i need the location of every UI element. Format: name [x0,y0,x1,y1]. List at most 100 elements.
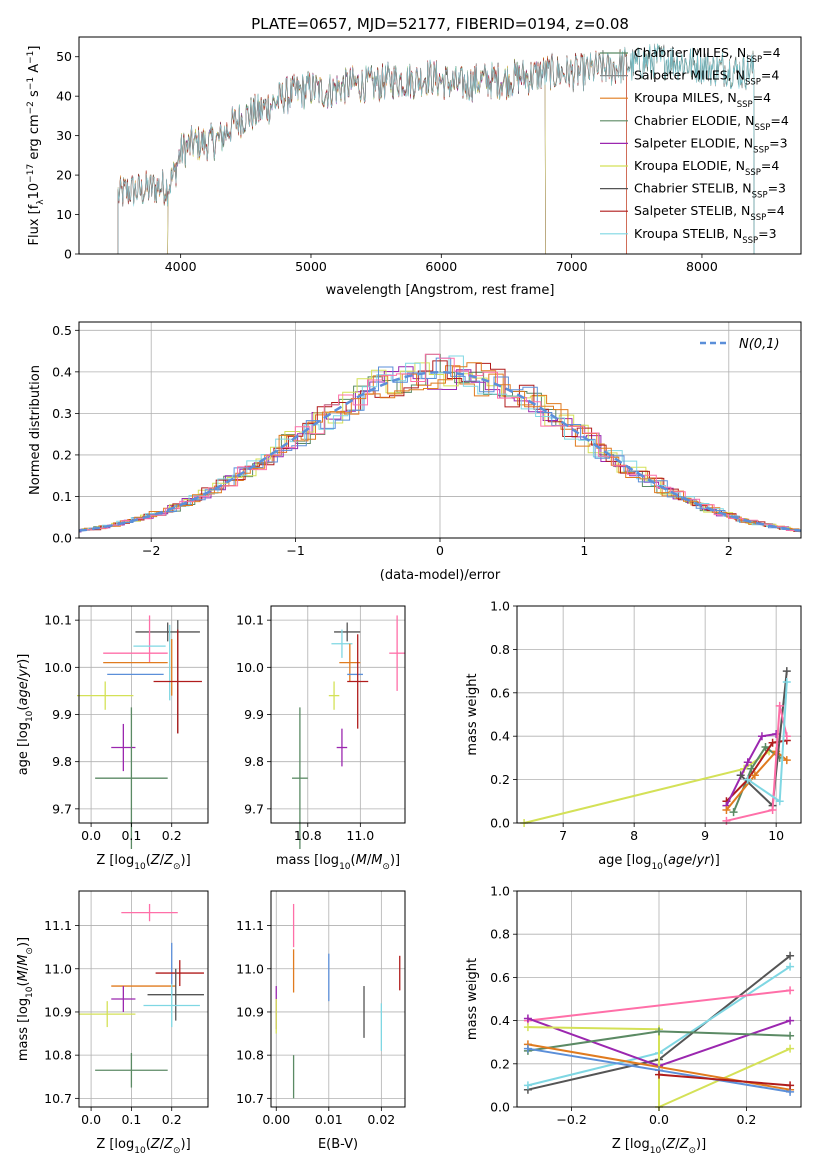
y-tick-label: 0.0 [490,816,510,831]
label-part: −1 [26,77,36,90]
label-part: / [367,853,372,868]
y-tick-label: 10.7 [236,1091,264,1106]
x-axis-label: (data-model)/error [380,568,501,583]
weight-point-marker [757,732,766,741]
x-tick-label: 8 [630,828,638,843]
weight-point-marker [782,667,791,676]
legend-entry: Chabrier MILES, NSSP=4 [634,45,781,65]
error-bar-point [336,728,348,767]
weight-series-line [658,1073,791,1087]
legend-end: =4 [761,68,779,83]
label-part: −1 [26,51,36,64]
y-tick-label: 9.7 [244,801,264,816]
label-part: 10 [650,1146,662,1156]
x-axis-label: Z [log10(Z/Z⊙)] [96,1137,190,1156]
label-part: Z [665,1137,676,1152]
weight-point-marker [761,743,770,752]
label-part: ⊙ [382,862,390,872]
label-part: )] [696,1137,706,1152]
label-part: age [16,681,31,705]
weight-point-marker [736,771,745,780]
weight-point-marker [523,1023,532,1032]
y-tick-label: 0.0 [490,1100,510,1115]
y-tick-label: 0.3 [52,406,72,421]
x-tick-label: −0.2 [556,1112,586,1127]
label-part: Z [log [96,1137,134,1152]
label-part: Z [679,1137,690,1152]
weight-series-line [725,733,777,807]
weight-point-marker [743,775,752,784]
legend-sub: SSP [745,78,761,88]
weight-point-marker [750,771,759,780]
label-part: ⊙ [173,862,181,872]
label-part: / [675,1137,680,1152]
weight-point-marker [786,951,795,960]
legend-text: Chabrier ELODIE, N [634,113,754,128]
y-tick-label: 1.0 [490,599,510,614]
spectrum-series-line [167,59,546,255]
error-bar-point [79,1001,136,1028]
label-part: yr [696,853,712,868]
y-tick-label: 1.0 [490,884,510,899]
y-tick-label: 10.9 [44,1004,72,1019]
plot-area-weight_vs_age [520,667,791,827]
y-tick-label: 10.8 [236,1048,264,1063]
label-part: ( [663,853,668,868]
y-tick-label: 10.1 [44,613,72,628]
y-tick-label: 20 [56,168,72,183]
figure-title: PLATE=0657, MJD=52177, FIBERID=0194, z=0… [251,15,629,33]
y-tick-label: 0.2 [490,1056,510,1071]
error-bar-point [147,968,204,1021]
label-part: age [log [16,722,31,775]
y-axis-label: age [log10(age/yr)] [16,654,35,776]
y-tick-label: 0.4 [490,1013,510,1028]
label-part: M [16,970,31,981]
y-tick-label: 0.2 [52,447,72,462]
label-part: Z [150,1137,161,1152]
y-tick-label: 0.4 [52,364,72,379]
spectrum-series-line [167,59,546,255]
spectrum-series-line [167,57,546,255]
label-part: )] [16,937,31,947]
x-tick-label: 0.1 [121,1112,141,1127]
plot-area-mass_vs_ebv [275,903,401,1099]
label-part: λ [36,199,46,205]
label-part: / [16,676,31,681]
label-part: )] [390,853,400,868]
legend-end: =4 [770,113,788,128]
weight-point-marker [775,701,784,710]
label-part: M [371,853,382,868]
weight-point-marker [786,986,795,995]
y-tick-label: 30 [56,128,72,143]
legend-sub: SSP [754,123,770,133]
label-part: A [27,64,42,77]
legend-sub: SSP [737,100,753,110]
legend-end: =3 [768,181,786,196]
x-tick-label: 7000 [556,259,588,274]
weight-series-line [527,989,791,1022]
label-part: erg cm [27,114,42,163]
y-tick-label: 10.1 [236,613,264,628]
y-axis-label: mass weight [465,673,480,755]
label-part: 10 [339,862,351,872]
x-tick-label: 0.0 [81,1112,101,1127]
axes-frame [78,36,802,255]
label-part: mass [log [276,853,339,868]
label-part: yr [16,662,31,678]
plot-area-weight_vs_Z [523,951,795,1111]
x-tick-label: 0.0 [649,1112,669,1127]
panel-age_vs_Z: 0.0 0.1 0.29.79.89.910.010.1Z [log10(Z/Z⊙)… [16,605,209,872]
y-tick-label: 0.0 [52,531,72,546]
error-bar-point [111,986,136,1012]
legend-end: =3 [758,226,776,241]
panel-residuals: −2 −1 0 1 2 0.0 0.1 0.2 0.3 0.4 0.5 N(0,1) (data-mod… [28,321,802,583]
y-tick-label: 0.1 [52,489,72,504]
x-tick-label: 7 [559,828,567,843]
legend-end: =4 [762,45,780,60]
label-part: / [692,853,697,868]
legend-text: Chabrier MILES, N [634,45,746,60]
x-tick-label: −2 [142,543,160,558]
label-part: ⊙ [173,1146,181,1156]
label-part: ( [146,1137,151,1152]
